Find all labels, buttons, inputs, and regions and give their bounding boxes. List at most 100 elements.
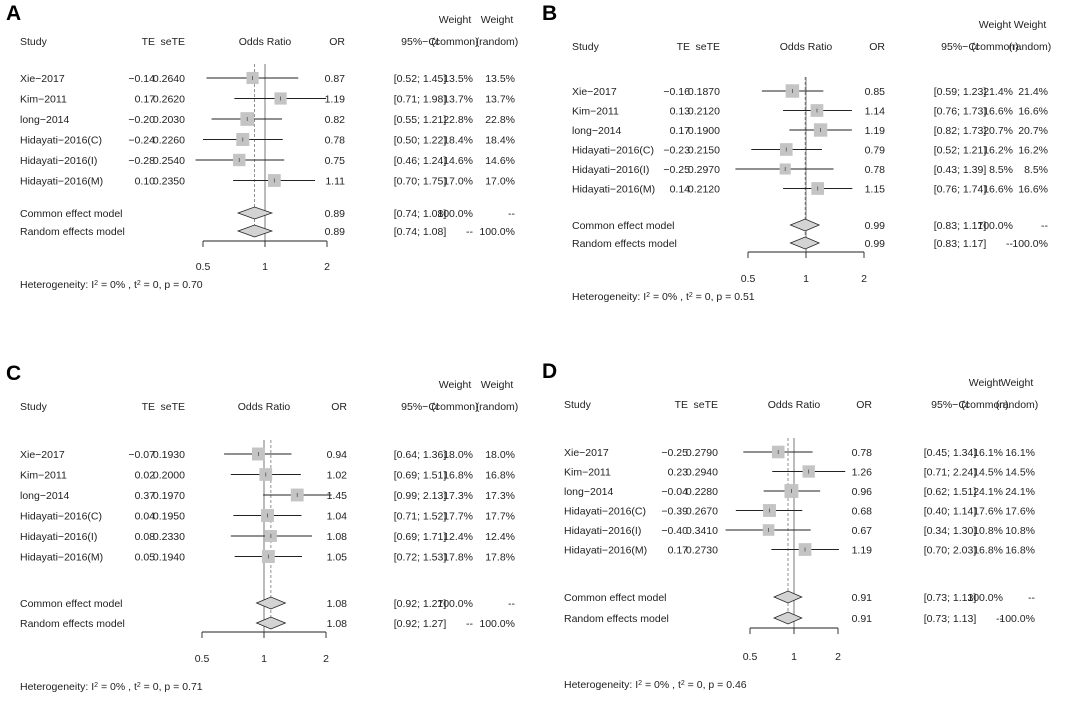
- header-random: (random): [476, 36, 519, 48]
- study-weight-random: 16.8%: [485, 470, 515, 482]
- study-name: Kim−2011: [20, 470, 67, 482]
- model-weight-common: 100.0%: [437, 208, 473, 220]
- study-or: 1.04: [327, 511, 348, 523]
- x-axis-tick-label: 1: [261, 653, 267, 665]
- header-ci: 95%−CI: [401, 401, 439, 413]
- header-random: (random): [476, 401, 519, 413]
- model-or: 0.99: [865, 220, 886, 232]
- study-or: 0.79: [865, 145, 886, 157]
- study-te: 0.10: [135, 176, 156, 188]
- study-ci: [0.64; 1.36]: [394, 449, 447, 461]
- common-effect-diamond: [255, 596, 287, 610]
- study-ci: [0.34; 1.30]: [924, 525, 977, 537]
- model-weight-random: --: [508, 208, 515, 220]
- study-or: 1.45: [327, 490, 348, 502]
- study-or: 0.67: [852, 525, 873, 537]
- study-te: 0.17: [668, 545, 689, 557]
- model-weight-common: 100.0%: [977, 220, 1013, 232]
- study-or: 0.85: [865, 86, 886, 98]
- study-sete: 0.2150: [688, 145, 720, 157]
- study-ci: [0.76; 1.73]: [934, 106, 987, 118]
- model-or: 0.99: [865, 238, 886, 250]
- model-ci: [0.73; 1.13]: [924, 592, 977, 604]
- study-or: 1.11: [325, 176, 345, 188]
- study-name: Hidayati−2016(M): [564, 545, 647, 557]
- study-weight-random: 17.8%: [485, 552, 515, 564]
- study-weight-common: 16.6%: [983, 184, 1013, 196]
- study-ci: [0.40; 1.14]: [924, 506, 977, 518]
- model-weight-common: 100.0%: [967, 592, 1003, 604]
- study-sete: 0.2120: [688, 184, 720, 196]
- model-weight-random: 100.0%: [999, 613, 1035, 625]
- study-weight-common: 17.8%: [443, 552, 473, 564]
- x-axis-tick-label: 0.5: [743, 651, 758, 663]
- heterogeneity-stats: Heterogeneity: I2 = 0% , t2 = 0, p = 0.7…: [20, 681, 203, 693]
- model-weight-random: 100.0%: [479, 226, 515, 238]
- study-or: 1.15: [865, 184, 886, 196]
- panel-letter: B: [542, 2, 557, 25]
- study-weight-common: 17.0%: [443, 176, 473, 188]
- study-name: long−2014: [572, 125, 622, 137]
- study-name: Hidayati−2016(C): [20, 511, 102, 523]
- model-weight-common: --: [1006, 238, 1013, 250]
- study-or: 1.05: [327, 552, 348, 564]
- study-or: 0.94: [327, 449, 348, 461]
- header-ci: 95%−CI: [941, 41, 979, 53]
- study-weight-random: 16.2%: [1018, 145, 1048, 157]
- study-te: 0.08: [135, 531, 156, 543]
- study-sete: 0.2540: [153, 155, 185, 167]
- study-weight-random: 12.4%: [485, 531, 515, 543]
- study-name: Kim−2011: [564, 467, 611, 479]
- study-te: −0.25: [661, 447, 688, 459]
- header-weight-random: Weight: [1001, 377, 1034, 389]
- study-weight-common: 16.8%: [443, 470, 473, 482]
- study-weight-common: 16.6%: [983, 106, 1013, 118]
- study-weight-random: 14.6%: [485, 155, 515, 167]
- study-sete: 0.2730: [686, 545, 718, 557]
- model-weight-random: --: [508, 598, 515, 610]
- study-sete: 0.2120: [688, 106, 720, 118]
- study-weight-random: 16.1%: [1005, 447, 1035, 459]
- study-te: −0.16: [663, 86, 690, 98]
- header-sete: seTE: [695, 41, 720, 53]
- model-weight-common: --: [996, 613, 1003, 625]
- study-weight-common: 16.1%: [973, 447, 1003, 459]
- study-weight-common: 20.7%: [983, 125, 1013, 137]
- study-ci: [0.52; 1.45]: [394, 73, 447, 85]
- header-study: Study: [564, 399, 592, 411]
- model-weight-common: 100.0%: [437, 598, 473, 610]
- study-or: 1.19: [325, 94, 346, 106]
- study-sete: 0.2330: [153, 531, 185, 543]
- header-sete: seTE: [693, 399, 718, 411]
- model-ci: [0.74; 1.08]: [394, 226, 447, 238]
- study-name: Hidayati−2016(I): [20, 531, 97, 543]
- header-weight-common: Weight: [979, 19, 1012, 31]
- header-te: TE: [142, 36, 155, 48]
- study-sete: 0.1900: [688, 125, 720, 137]
- x-axis-tick-label: 1: [262, 261, 268, 273]
- study-or: 0.96: [852, 486, 873, 498]
- study-weight-random: 21.4%: [1018, 86, 1048, 98]
- study-weight-common: 21.4%: [983, 86, 1013, 98]
- study-or: 1.08: [327, 531, 348, 543]
- study-name: long−2014: [20, 490, 70, 502]
- study-ci: [0.46; 1.24]: [394, 155, 447, 167]
- study-weight-random: 14.5%: [1005, 467, 1035, 479]
- study-sete: 0.1930: [153, 449, 185, 461]
- heterogeneity-stats: Heterogeneity: I2 = 0% , t2 = 0, p = 0.4…: [564, 679, 747, 691]
- header-weight-common: Weight: [439, 14, 472, 26]
- study-weight-common: 13.5%: [443, 73, 473, 85]
- study-sete: 0.2350: [153, 176, 185, 188]
- x-axis-tick-label: 0.5: [195, 653, 210, 665]
- model-ci: [0.83; 1.17]: [934, 220, 987, 232]
- study-weight-common: 14.6%: [443, 155, 473, 167]
- header-te: TE: [677, 41, 690, 53]
- study-weight-common: 10.8%: [973, 525, 1003, 537]
- header-odds-ratio: Odds Ratio: [238, 401, 291, 413]
- x-axis-tick-label: 2: [323, 653, 329, 665]
- study-ci: [0.82; 1.73]: [934, 125, 987, 137]
- study-weight-random: 22.8%: [485, 114, 515, 126]
- x-axis-tick-label: 1: [791, 651, 797, 663]
- random-effects-label: Random effects model: [564, 613, 669, 625]
- study-name: Hidayati−2016(C): [572, 145, 654, 157]
